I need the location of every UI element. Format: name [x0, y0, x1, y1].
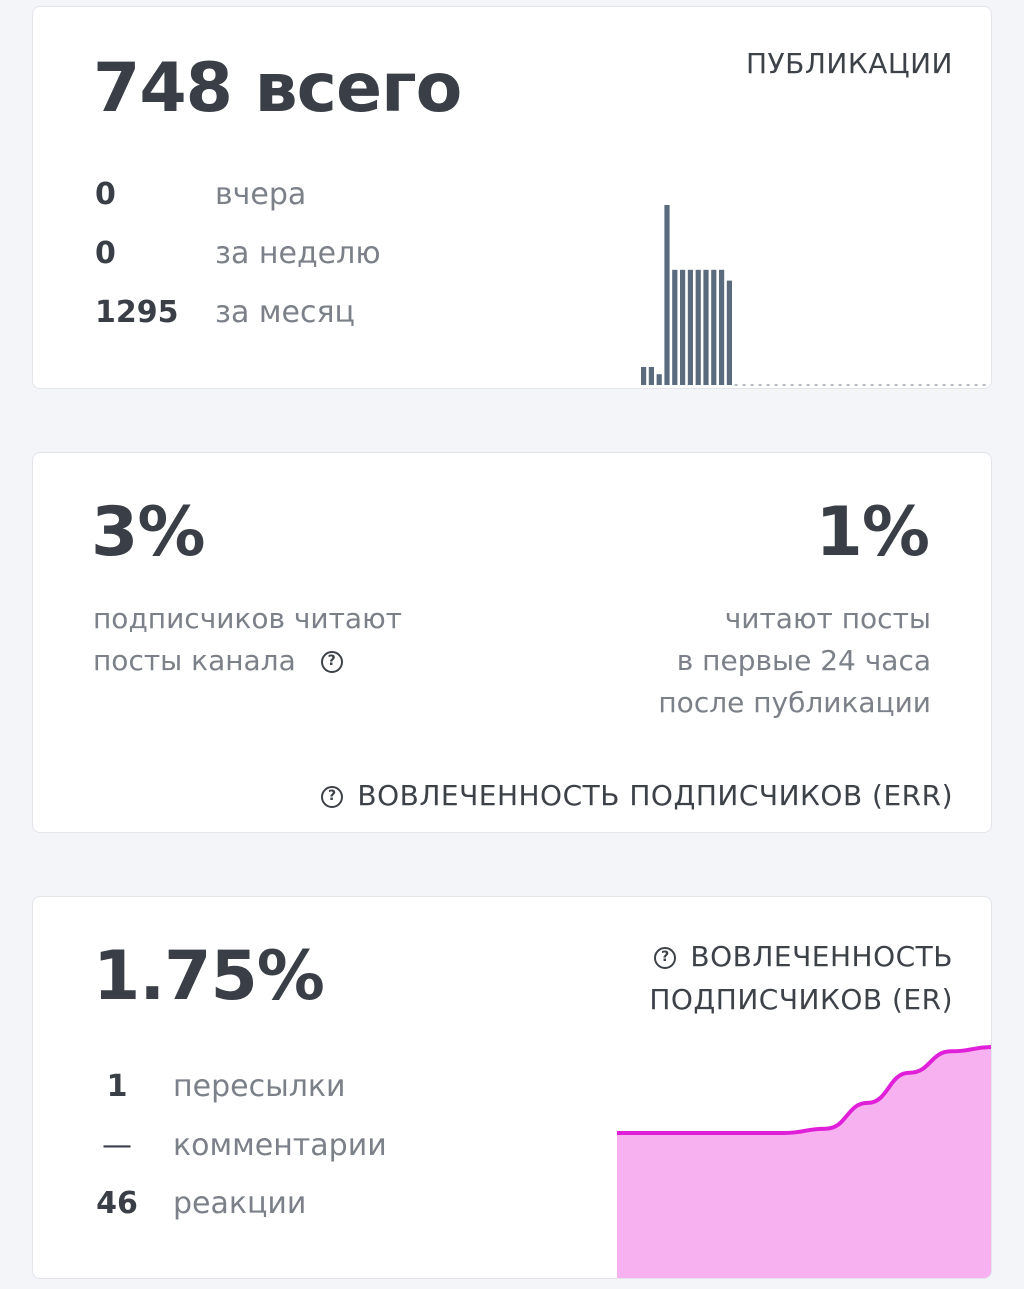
- publications-bar-chart: [641, 205, 991, 386]
- publication-bar[interactable]: [680, 269, 686, 385]
- stat-label: за неделю: [215, 236, 381, 271]
- err-subscribers-text-line1: подписчиков читают: [93, 602, 402, 635]
- question-circle-icon[interactable]: ?: [320, 651, 343, 673]
- publication-bar[interactable]: [672, 269, 678, 385]
- publication-bar[interactable]: [648, 367, 654, 385]
- err-card: 3% подписчиков читают посты канала ? 1% …: [32, 452, 992, 833]
- publication-bar[interactable]: [726, 280, 732, 385]
- question-circle-icon[interactable]: ?: [321, 786, 344, 808]
- publications-total: 748 всего: [93, 49, 462, 128]
- stat-row-month: 1295 за месяц: [95, 295, 495, 335]
- question-circle-icon[interactable]: ?: [654, 947, 677, 969]
- stat-row-week: 0 за неделю: [95, 236, 495, 276]
- er-caption-line1-wrap: ? ВОВЛЕЧЕННОСТЬ: [649, 935, 953, 978]
- publications-caption[interactable]: ПУБЛИКАЦИИ: [746, 47, 953, 80]
- stat-row-comments: — комментарии: [95, 1128, 515, 1168]
- stat-label: реакции: [173, 1186, 307, 1221]
- err-subscribers-text: подписчиков читают посты канала ?: [93, 598, 493, 682]
- publication-bar[interactable]: [711, 269, 717, 385]
- er-caption[interactable]: ? ВОВЛЕЧЕННОСТЬ ПОДПИСЧИКОВ (ER): [649, 935, 953, 1021]
- publication-bar[interactable]: [656, 374, 662, 385]
- err-24h-text-line1: читают посты: [724, 602, 931, 635]
- err-24h-text-line3: после публикации: [658, 686, 931, 719]
- er-caption-line1: ВОВЛЕЧЕННОСТЬ: [690, 940, 953, 973]
- stat-value: 46: [96, 1186, 138, 1221]
- stat-value: 1295: [95, 295, 179, 330]
- err-subscribers-text-line2: посты канала ?: [93, 640, 493, 682]
- err-subscribers-text-line2-label: посты канала: [93, 644, 296, 677]
- err-caption[interactable]: ? ВОВЛЕЧЕННОСТЬ ПОДПИСЧИКОВ (ERR): [321, 779, 953, 812]
- stat-value: —: [102, 1128, 132, 1163]
- stat-label: пересылки: [173, 1069, 346, 1104]
- publications-card: 748 всего ПУБЛИКАЦИИ 0 вчера 0 за неделю…: [32, 6, 992, 389]
- err-subscribers-value: 3%: [91, 493, 205, 572]
- err-24h-value: 1%: [815, 493, 930, 572]
- err-24h-text-line2: в первые 24 часа: [676, 644, 931, 677]
- stat-label: вчера: [215, 177, 307, 212]
- publication-bar[interactable]: [695, 269, 701, 385]
- err-caption-label: ВОВЛЕЧЕННОСТЬ ПОДПИСЧИКОВ (ERR): [357, 779, 953, 812]
- stat-row-reactions: 46 реакции: [95, 1186, 515, 1226]
- er-line: [617, 1045, 991, 1135]
- stat-label: комментарии: [173, 1128, 387, 1163]
- er-value: 1.75%: [93, 937, 325, 1016]
- stat-value: 0: [95, 236, 116, 271]
- stat-row-forwards: 1 пересылки: [95, 1069, 515, 1109]
- er-caption-line2: ПОДПИСЧИКОВ (ER): [649, 983, 953, 1016]
- publication-bar[interactable]: [703, 269, 709, 385]
- publication-bar[interactable]: [687, 269, 693, 385]
- publication-bar[interactable]: [664, 205, 670, 385]
- publication-bar[interactable]: [641, 367, 647, 385]
- er-area-chart: [617, 1045, 991, 1278]
- er-area-fill: [617, 1047, 991, 1278]
- er-card: 1.75% ? ВОВЛЕЧЕННОСТЬ ПОДПИСЧИКОВ (ER) 1 …: [32, 896, 992, 1279]
- stat-value: 1: [106, 1069, 128, 1104]
- publication-bar[interactable]: [719, 269, 725, 385]
- stat-value: 0: [95, 177, 116, 212]
- stat-label: за месяц: [215, 295, 355, 330]
- stat-row-yesterday: 0 вчера: [95, 177, 495, 217]
- err-24h-text: читают посты в первые 24 часа после публ…: [531, 598, 931, 724]
